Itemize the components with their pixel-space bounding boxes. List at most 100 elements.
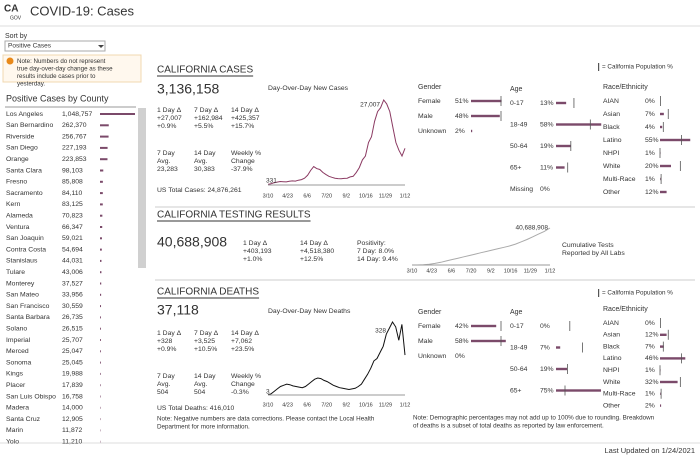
county-name: Yolo [6,438,19,445]
demo-label: Other [603,402,621,409]
county-name: San Francisco [6,303,50,310]
county-name: San Bernardino [6,122,53,129]
demo-label: 0-17 [510,100,524,107]
peak-label: 328 [375,328,386,335]
demo-value: 7% [540,344,550,351]
chart-label: Day-Over-Day New Deaths [268,308,351,315]
county-name: Marin [6,427,23,434]
demo-value: 58% [455,338,469,345]
county-value: 256,767 [62,133,87,140]
x-tick-label: 11/29 [379,402,392,408]
stat: Weekly % [231,150,261,157]
county-value: 26,735 [62,314,83,321]
demo-value: 48% [455,113,469,120]
county-name: Placer [6,382,26,389]
total: 40,688,908 [157,234,227,250]
demo-title: Age [510,86,523,93]
demo-value: 1% [645,391,655,398]
county-value: 30,559 [62,303,83,310]
county-bar [100,305,102,308]
stat: 7 Day Δ [194,107,219,114]
county-value: 70,823 [62,212,83,219]
county-name: San Joaquin [6,235,44,242]
sort-value: Positive Cases [8,43,52,50]
start-label: 3 [266,389,270,396]
county-name: San Mateo [6,292,39,299]
county-value: 43,006 [62,269,83,276]
county-value: 98,103 [62,167,83,174]
county-value: 83,125 [62,201,83,208]
x-tick-label: 9/2 [342,193,350,199]
sort-select[interactable] [4,40,106,52]
county-bar [100,226,103,228]
county-name: Sacramento [6,190,43,197]
x-tick-label: 7/20 [321,193,332,199]
us-total: US Total Deaths: 416,010 [157,405,235,412]
demo-label: AIAN [603,320,619,327]
county-bar [100,158,108,161]
demo-label: Black [603,124,620,131]
stat: 7 Day [157,373,175,380]
stat: 14 Day: 9.4% [357,256,398,263]
demo-label: 50-64 [510,366,528,373]
county-value: 33,956 [62,292,83,299]
county-name: Santa Barbara [6,314,50,321]
demo-bar [471,339,506,343]
county-name: Santa Clara [6,167,42,174]
demo-bar [660,404,662,407]
note: Note: Negative numbers are data correcti… [157,416,375,423]
chart-label: Day-Over-Day New Cases [268,85,349,92]
page-title: COVID-19: Cases [30,3,135,18]
x-tick-label: 4/23 [426,268,437,274]
county-bar [100,350,101,353]
demo-label: 18-49 [510,121,528,128]
county-name: Orange [6,156,29,163]
stat: +0.9% [157,346,176,353]
county-name: Monterey [6,280,35,287]
trend-line [412,227,551,266]
trend-line [267,99,406,185]
demo-bar [471,324,497,328]
stat: 1 Day Δ [157,107,182,114]
county-title: Positive Cases by County [6,93,109,103]
county-value: 227,193 [62,145,87,152]
demo-value: 0% [540,323,550,330]
demo-bar [556,346,561,349]
county-value: 54,694 [62,246,83,253]
stat: 14 Day Δ [231,330,259,337]
demo-bar [471,129,473,133]
county-name: Los Angeles [6,111,44,118]
demo-value: 1% [645,367,655,374]
county-bar [100,282,102,285]
stat: Avg. [157,381,171,388]
county-name: Kern [6,201,21,208]
demo-bar [660,177,661,181]
county-value: 85,808 [62,179,83,186]
demo-label: Asian [603,111,620,118]
stat: +425,357 [231,115,260,122]
x-tick-label: 10/16 [504,268,518,274]
x-tick-label: 4/23 [282,402,293,408]
county-bar [100,169,104,172]
demo-bar [556,367,568,371]
demo-value: 0% [540,186,550,193]
x-tick-label: 7/20 [321,402,332,408]
county-value: 37,527 [62,280,83,287]
us-total: US Total Cases: 24,876,261 [157,187,242,194]
demo-bar [660,333,667,336]
demo-label: Latino [603,137,622,144]
stat: Positivity: [357,240,386,247]
county-bar [100,384,101,387]
legend-swatch [598,63,600,71]
stat: +328 [157,338,173,345]
demo-label: Male [418,113,433,120]
demo-value: 11% [540,164,553,171]
demo-value: 19% [540,366,554,373]
scrollbar[interactable] [138,108,146,268]
county-name: Riverside [6,133,35,140]
note-text: Note: Numbers do not represent true day-o… [17,58,113,88]
county-value: 11,872 [62,427,83,434]
stat: +10.5% [194,346,217,353]
demo-label: NHPI [603,150,619,157]
demo-value: 13% [540,100,554,107]
